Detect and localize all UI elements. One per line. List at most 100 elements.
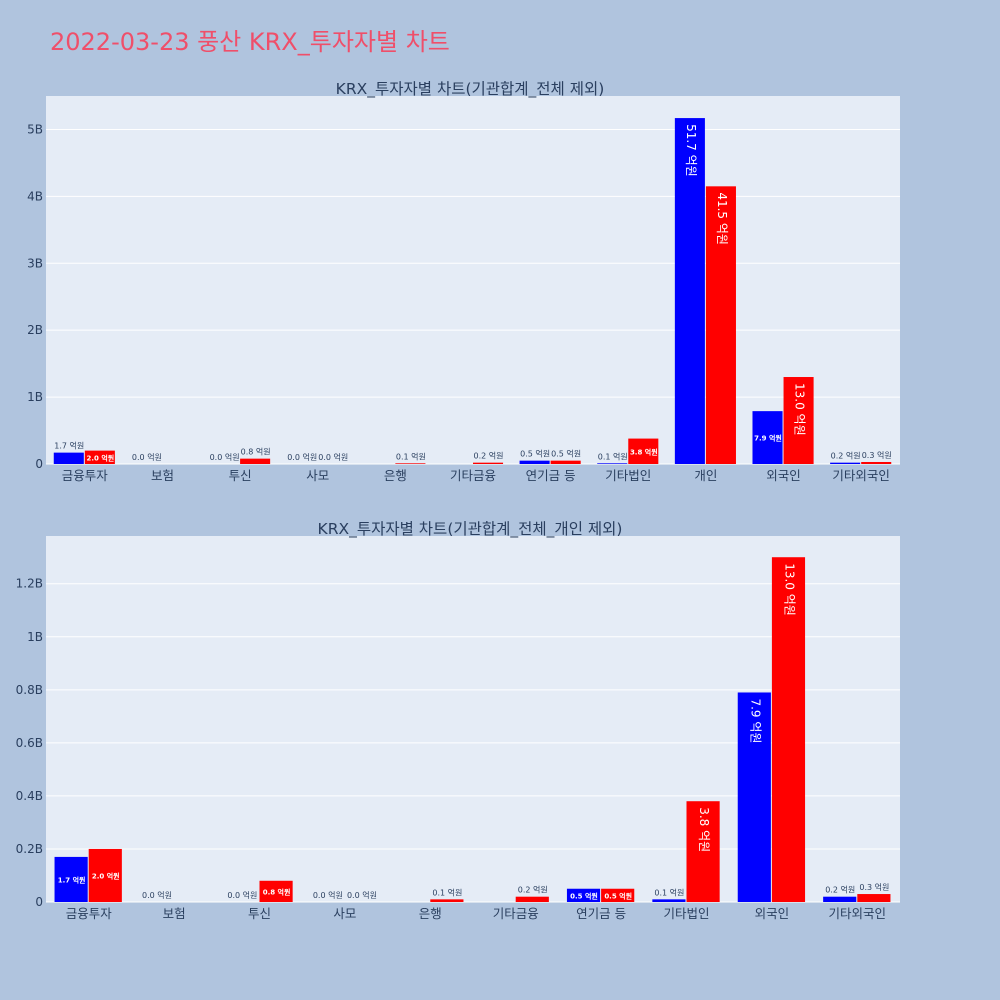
data-label: 0.0 억원 xyxy=(313,890,343,900)
bar-series-2-0 xyxy=(88,848,122,902)
data-label: 0.5 억원 xyxy=(551,449,581,459)
data-label: 0.0 억원 xyxy=(227,890,257,900)
data-label: 41.5 억원 xyxy=(715,192,729,245)
y-tick-label: 0.2B xyxy=(16,842,43,856)
y-tick-label: 1B xyxy=(27,630,43,644)
x-tick-label: 기타외국인 xyxy=(829,906,887,921)
x-tick-label: 투신 xyxy=(229,468,252,483)
chart-institution-individual-excluded: KRX_투자자별 차트(기관합계_전체_개인 제외) 0 0.2B 0.4B 0.6B 0… xyxy=(0,512,1000,932)
x-tick-label: 외국인 xyxy=(766,468,801,483)
bar-series-2-2 xyxy=(240,458,271,464)
x-tick-label: 기타법인 xyxy=(663,906,709,921)
bar-series-1-6 xyxy=(566,888,601,902)
bar-series-1-6 xyxy=(519,460,550,464)
y-tick-label: 1B xyxy=(27,390,43,404)
data-label: 7.9 억원 xyxy=(754,434,782,443)
y-tick-label: 4B xyxy=(27,189,43,203)
data-label: 0.0 억원 xyxy=(347,890,377,900)
bar-series-2-6 xyxy=(550,460,581,464)
data-label: 7.9 억원 xyxy=(748,698,762,743)
bar-series-2-0 xyxy=(84,450,115,464)
data-label: 0.5 억원 xyxy=(604,891,632,900)
bar-series-2-4 xyxy=(430,899,464,902)
x-tick-label: 연기금 등 xyxy=(576,906,626,921)
data-label: 1.7 억원 xyxy=(58,875,86,884)
x-tick-label: 기타법인 xyxy=(605,468,651,483)
bar-series-2-5 xyxy=(473,462,504,464)
bar-series-1-8 xyxy=(674,118,705,464)
data-label: 0.3 억원 xyxy=(862,450,892,460)
data-label: 13.0 억원 xyxy=(793,383,807,436)
bar-series-2-9 xyxy=(783,377,814,464)
bar-series-2-9 xyxy=(857,894,891,902)
x-tick-label: 보험 xyxy=(163,906,186,921)
data-label: 1.7 억원 xyxy=(54,441,84,451)
bar-series-1-7 xyxy=(652,899,686,902)
y-tick-label: 0 xyxy=(35,457,43,471)
data-label: 3.8 억원 xyxy=(630,447,658,456)
y-tick-label: 0.4B xyxy=(16,789,43,803)
bar-series-2-2 xyxy=(259,880,293,902)
bar-series-1-0 xyxy=(53,452,84,464)
chart-title: KRX_투자자별 차트(기관합계_전체_개인 제외) xyxy=(318,520,623,539)
x-tick-label: 기타외국인 xyxy=(832,468,890,483)
bar-series-2-6 xyxy=(601,888,635,902)
x-tick-label: 기타금융 xyxy=(493,906,539,921)
data-label: 0.2 억원 xyxy=(518,885,548,895)
x-tick-label: 보험 xyxy=(151,468,174,483)
data-label: 0.1 억원 xyxy=(598,451,628,461)
data-label: 0.8 억원 xyxy=(263,887,291,896)
data-label: 0.5 억원 xyxy=(520,449,550,459)
y-tick-label: 0.6B xyxy=(16,736,43,750)
data-label: 0.3 억원 xyxy=(859,882,889,892)
y-tick-label: 0 xyxy=(35,895,43,909)
bar-series-2-8 xyxy=(705,186,736,464)
chart-title: KRX_투자자별 차트(기관합계_전체 제외) xyxy=(336,80,605,99)
y-tick-label: 3B xyxy=(27,256,43,270)
bar-series-1-10 xyxy=(830,462,861,464)
chart-institution-excluded: KRX_투자자별 차트(기관합계_전체 제외) 0 1B 2B 3B 4B 5B 금융투자 1.… xyxy=(0,70,1000,490)
x-tick-label: 금융투자 xyxy=(62,468,109,483)
y-tick-label: 2B xyxy=(27,323,43,337)
data-label: 0.1 억원 xyxy=(396,451,426,461)
bar-series-1-9 xyxy=(752,411,783,464)
plot-area xyxy=(46,96,900,464)
bar-series-2-7 xyxy=(628,438,659,464)
bar-series-2-5 xyxy=(515,896,549,902)
page-title: 2022-03-23 풍산 KRX_투자자별 차트 xyxy=(50,28,450,56)
data-label: 0.0 억원 xyxy=(210,452,240,462)
data-label: 0.2 억원 xyxy=(831,451,861,461)
x-tick-label: 개인 xyxy=(694,468,717,483)
x-tick-label: 연기금 등 xyxy=(526,468,576,483)
bar-series-2-7 xyxy=(686,801,720,902)
data-label: 0.5 억원 xyxy=(570,891,598,900)
bar-series-2-8 xyxy=(771,557,806,902)
chart-bottom-svg: KRX_투자자별 차트(기관합계_전체_개인 제외) 0 0.2B 0.4B 0.6B 0… xyxy=(16,520,900,921)
y-tick-label: 1.2B xyxy=(16,577,43,591)
data-label: 0.8 억원 xyxy=(241,447,271,457)
bar-series-1-8 xyxy=(737,692,771,902)
data-label: 13.0 억원 xyxy=(782,563,796,616)
data-label: 0.0 억원 xyxy=(287,452,317,462)
data-label: 0.0 억원 xyxy=(318,452,348,462)
y-tick-label: 0.8B xyxy=(16,683,43,697)
x-tick-label: 은행 xyxy=(384,468,407,483)
bar-series-1-9 xyxy=(823,896,857,902)
x-tick-label: 사모 xyxy=(333,906,356,921)
y-tick-label: 5B xyxy=(27,122,43,136)
x-tick-label: 투신 xyxy=(248,906,271,921)
x-tick-label: 금융투자 xyxy=(66,906,113,921)
x-tick-label: 은행 xyxy=(419,906,442,921)
data-label: 0.0 억원 xyxy=(132,452,162,462)
data-label: 0.1 억원 xyxy=(654,887,684,897)
data-label: 0.1 억원 xyxy=(432,887,462,897)
data-label: 0.2 억원 xyxy=(825,885,855,895)
x-tick-label: 외국인 xyxy=(755,906,790,921)
data-label: 51.7 억원 xyxy=(684,124,698,177)
chart-top-svg: KRX_투자자별 차트(기관합계_전체 제외) 0 1B 2B 3B 4B 5B 금융투자 1.… xyxy=(27,80,900,483)
x-tick-label: 기타금융 xyxy=(450,468,496,483)
data-label: 2.0 억원 xyxy=(86,453,114,462)
data-label: 0.2 억원 xyxy=(474,451,504,461)
data-label: 2.0 억원 xyxy=(92,871,120,880)
data-label: 3.8 억원 xyxy=(697,807,711,852)
